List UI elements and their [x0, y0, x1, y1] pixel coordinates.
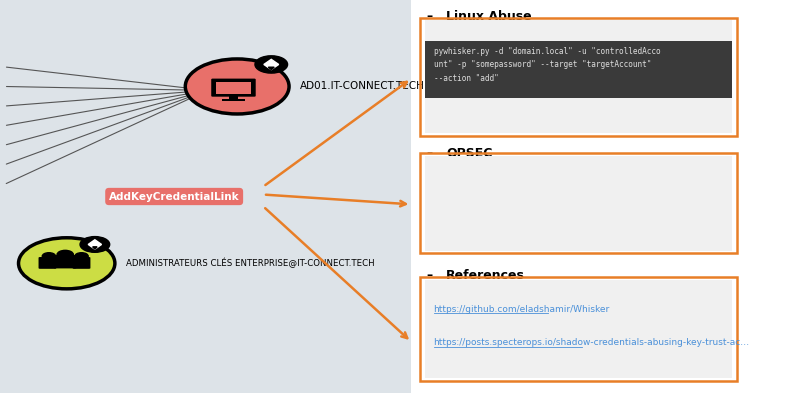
FancyBboxPatch shape	[211, 79, 256, 97]
Polygon shape	[268, 67, 274, 70]
Circle shape	[75, 253, 88, 260]
FancyBboxPatch shape	[217, 82, 250, 94]
Text: Executing the attack will generate a 5136 (A directory object was
modified) even: Executing the attack will generate a 513…	[434, 167, 718, 201]
Text: ADMINISTRATEURS CLÉS ENTERPRISE@IT-CONNECT.TECH: ADMINISTRATEURS CLÉS ENTERPRISE@IT-CONNE…	[126, 258, 374, 268]
FancyBboxPatch shape	[54, 255, 77, 268]
FancyBboxPatch shape	[426, 41, 732, 98]
Circle shape	[42, 253, 55, 260]
FancyBboxPatch shape	[73, 257, 90, 269]
Text: If PKINIT is not common in the environment, a 4768 (Kerberos
authentication tick: If PKINIT is not common in the environme…	[434, 214, 718, 248]
Text: Linux Abuse: Linux Abuse	[446, 10, 532, 23]
Text: –: –	[426, 147, 432, 160]
FancyBboxPatch shape	[426, 20, 732, 133]
Circle shape	[57, 250, 74, 259]
Text: AddKeyCredentialLink: AddKeyCredentialLink	[109, 191, 239, 202]
Text: –: –	[426, 10, 432, 23]
Text: pyWhisker.: pyWhisker.	[526, 35, 575, 44]
Polygon shape	[93, 247, 97, 249]
Text: https://posts.specterops.io/shadow-credentials-abusing-key-trust-ac…: https://posts.specterops.io/shadow-crede…	[434, 338, 750, 347]
Text: https://github.com/eladshamir/Whisker: https://github.com/eladshamir/Whisker	[434, 305, 610, 314]
Polygon shape	[264, 59, 278, 70]
Text: AD01.IT-CONNECT.TECH: AD01.IT-CONNECT.TECH	[300, 81, 425, 92]
Text: pywhisker.py -d "domain.local" -u "controlledAcco
unt" -p "somepassword" --targe: pywhisker.py -d "domain.local" -u "contr…	[434, 47, 660, 83]
Text: OPSEC: OPSEC	[446, 147, 493, 160]
Text: For other optional parameters, view the pyWhisker
documentation.: For other optional parameters, view the …	[434, 102, 665, 124]
Circle shape	[80, 237, 110, 252]
Polygon shape	[88, 240, 102, 249]
FancyBboxPatch shape	[222, 99, 246, 101]
FancyBboxPatch shape	[426, 156, 732, 251]
FancyBboxPatch shape	[426, 280, 732, 378]
Circle shape	[255, 56, 287, 73]
Text: To abuse this privilege, use: To abuse this privilege, use	[434, 35, 560, 44]
FancyBboxPatch shape	[0, 0, 411, 393]
Circle shape	[186, 59, 289, 114]
Text: References: References	[446, 269, 525, 282]
FancyBboxPatch shape	[229, 95, 238, 100]
FancyBboxPatch shape	[411, 0, 741, 393]
Circle shape	[18, 238, 115, 289]
FancyBboxPatch shape	[38, 257, 56, 269]
Text: –: –	[426, 269, 432, 282]
